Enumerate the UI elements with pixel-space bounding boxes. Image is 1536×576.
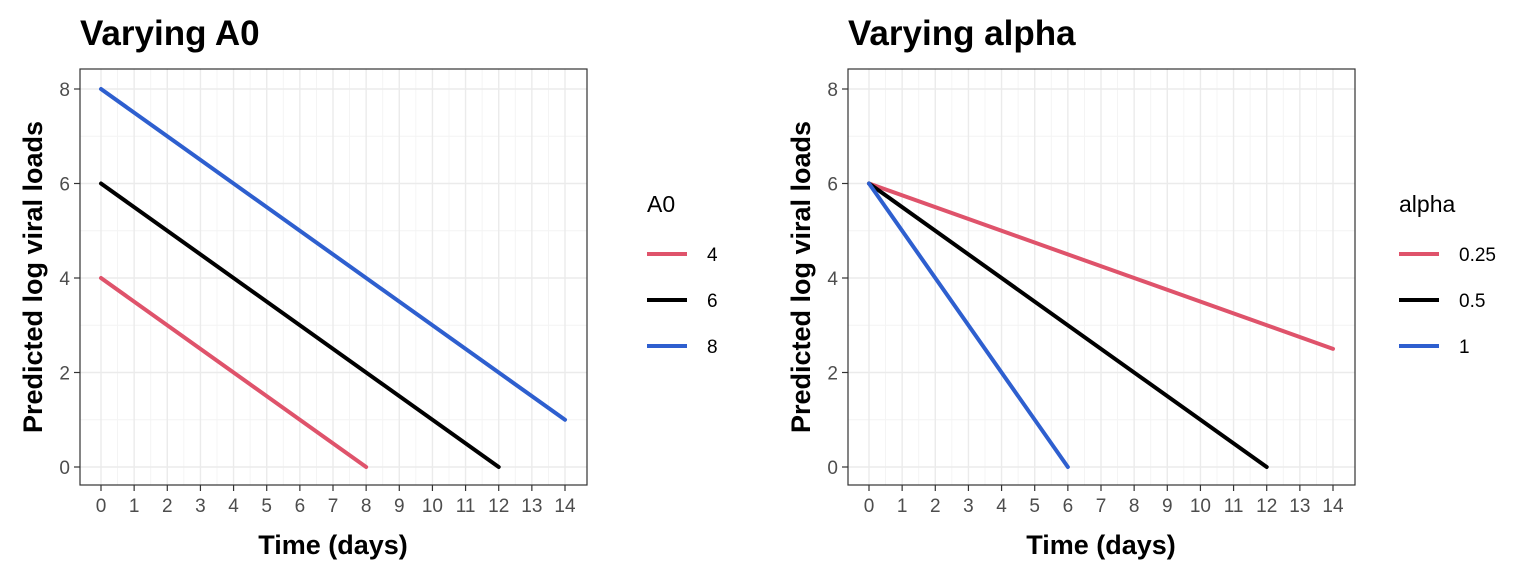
legend: alpha 0.25 0.5 1 <box>1399 191 1496 358</box>
x-tick-label: 13 <box>1289 496 1310 517</box>
series-line-8 <box>99 87 567 422</box>
series-lines <box>99 87 567 469</box>
x-tick-label: 7 <box>328 496 339 517</box>
legend-items: 0.25 0.5 1 <box>1399 245 1496 358</box>
axis-ticks <box>842 88 1334 491</box>
x-tick-label: 0 <box>864 496 875 517</box>
legend-label: 8 <box>707 337 718 358</box>
x-axis-title: Time (days) <box>258 530 408 560</box>
y-tick-label: 2 <box>59 364 70 385</box>
y-tick-label: 4 <box>827 269 838 290</box>
x-tick-label: 2 <box>930 496 941 517</box>
x-axis: 0 1 2 3 4 5 6 7 8 9 10 11 12 13 14 <box>96 496 576 517</box>
chart-title: Varying A0 <box>80 14 260 53</box>
series-line-6 <box>99 181 501 469</box>
legend-title: A0 <box>647 191 675 217</box>
chart-title: Varying alpha <box>848 14 1076 53</box>
series-line-0.25 <box>867 181 1335 351</box>
chart-panel-alpha: Varying alpha 0 1 2 3 4 5 6 7 8 9 10 11 12 13 14 02468… <box>786 14 1496 560</box>
legend-label: 1 <box>1459 337 1470 358</box>
x-tick-label: 7 <box>1096 496 1107 517</box>
y-tick-label: 8 <box>827 80 838 101</box>
series-line-4 <box>99 276 369 469</box>
legend-title: alpha <box>1399 191 1455 217</box>
legend-label: 4 <box>707 245 718 266</box>
y-axis-title: Predicted log viral loads <box>786 121 816 433</box>
series-line-0.5 <box>867 181 1269 469</box>
x-tick-label: 11 <box>1224 496 1244 517</box>
axis-ticks <box>74 88 566 491</box>
legend-label: 6 <box>707 291 718 312</box>
x-tick-label: 14 <box>554 496 576 517</box>
y-tick-label: 6 <box>827 175 838 196</box>
x-tick-label: 3 <box>195 496 206 517</box>
x-tick-label: 3 <box>963 496 974 517</box>
legend-label: 0.25 <box>1459 245 1496 266</box>
x-tick-label: 9 <box>1162 496 1173 517</box>
y-axis-title: Predicted log viral loads <box>18 121 48 433</box>
series-lines <box>867 181 1335 469</box>
x-axis: 0 1 2 3 4 5 6 7 8 9 10 11 12 13 14 <box>864 496 1344 517</box>
x-tick-label: 2 <box>162 496 173 517</box>
x-tick-label: 12 <box>488 496 509 517</box>
x-tick-label: 4 <box>996 496 1007 517</box>
series-line-1 <box>867 181 1070 469</box>
x-tick-label: 14 <box>1322 496 1344 517</box>
y-tick-label: 6 <box>59 175 70 196</box>
y-tick-label: 4 <box>59 269 70 290</box>
x-tick-label: 12 <box>1256 496 1277 517</box>
x-tick-label: 4 <box>228 496 239 517</box>
x-tick-label: 6 <box>295 496 306 517</box>
y-tick-label: 0 <box>827 458 838 479</box>
x-axis-title: Time (days) <box>1026 530 1176 560</box>
x-tick-label: 10 <box>1190 496 1211 517</box>
y-tick-label: 2 <box>827 364 838 385</box>
x-tick-label: 1 <box>897 496 908 517</box>
x-tick-label: 8 <box>1129 496 1140 517</box>
x-tick-label: 0 <box>96 496 107 517</box>
x-tick-label: 1 <box>129 496 140 517</box>
x-tick-label: 5 <box>261 496 272 517</box>
x-tick-label: 5 <box>1029 496 1040 517</box>
x-tick-label: 13 <box>521 496 542 517</box>
x-tick-label: 11 <box>456 496 476 517</box>
x-tick-label: 9 <box>394 496 405 517</box>
legend-label: 0.5 <box>1459 291 1485 312</box>
x-tick-label: 10 <box>422 496 443 517</box>
legend-items: 4 6 8 <box>647 245 718 358</box>
grid <box>80 69 587 485</box>
y-tick-label: 8 <box>59 80 70 101</box>
legend: A0 4 6 8 <box>647 191 718 358</box>
x-tick-label: 8 <box>361 496 372 517</box>
y-axis: 0 2 4 6 8 <box>59 80 70 479</box>
grid <box>848 69 1355 485</box>
y-axis: 0 2 4 6 8 <box>827 80 838 479</box>
y-tick-label: 0 <box>59 458 70 479</box>
x-tick-label: 6 <box>1063 496 1074 517</box>
